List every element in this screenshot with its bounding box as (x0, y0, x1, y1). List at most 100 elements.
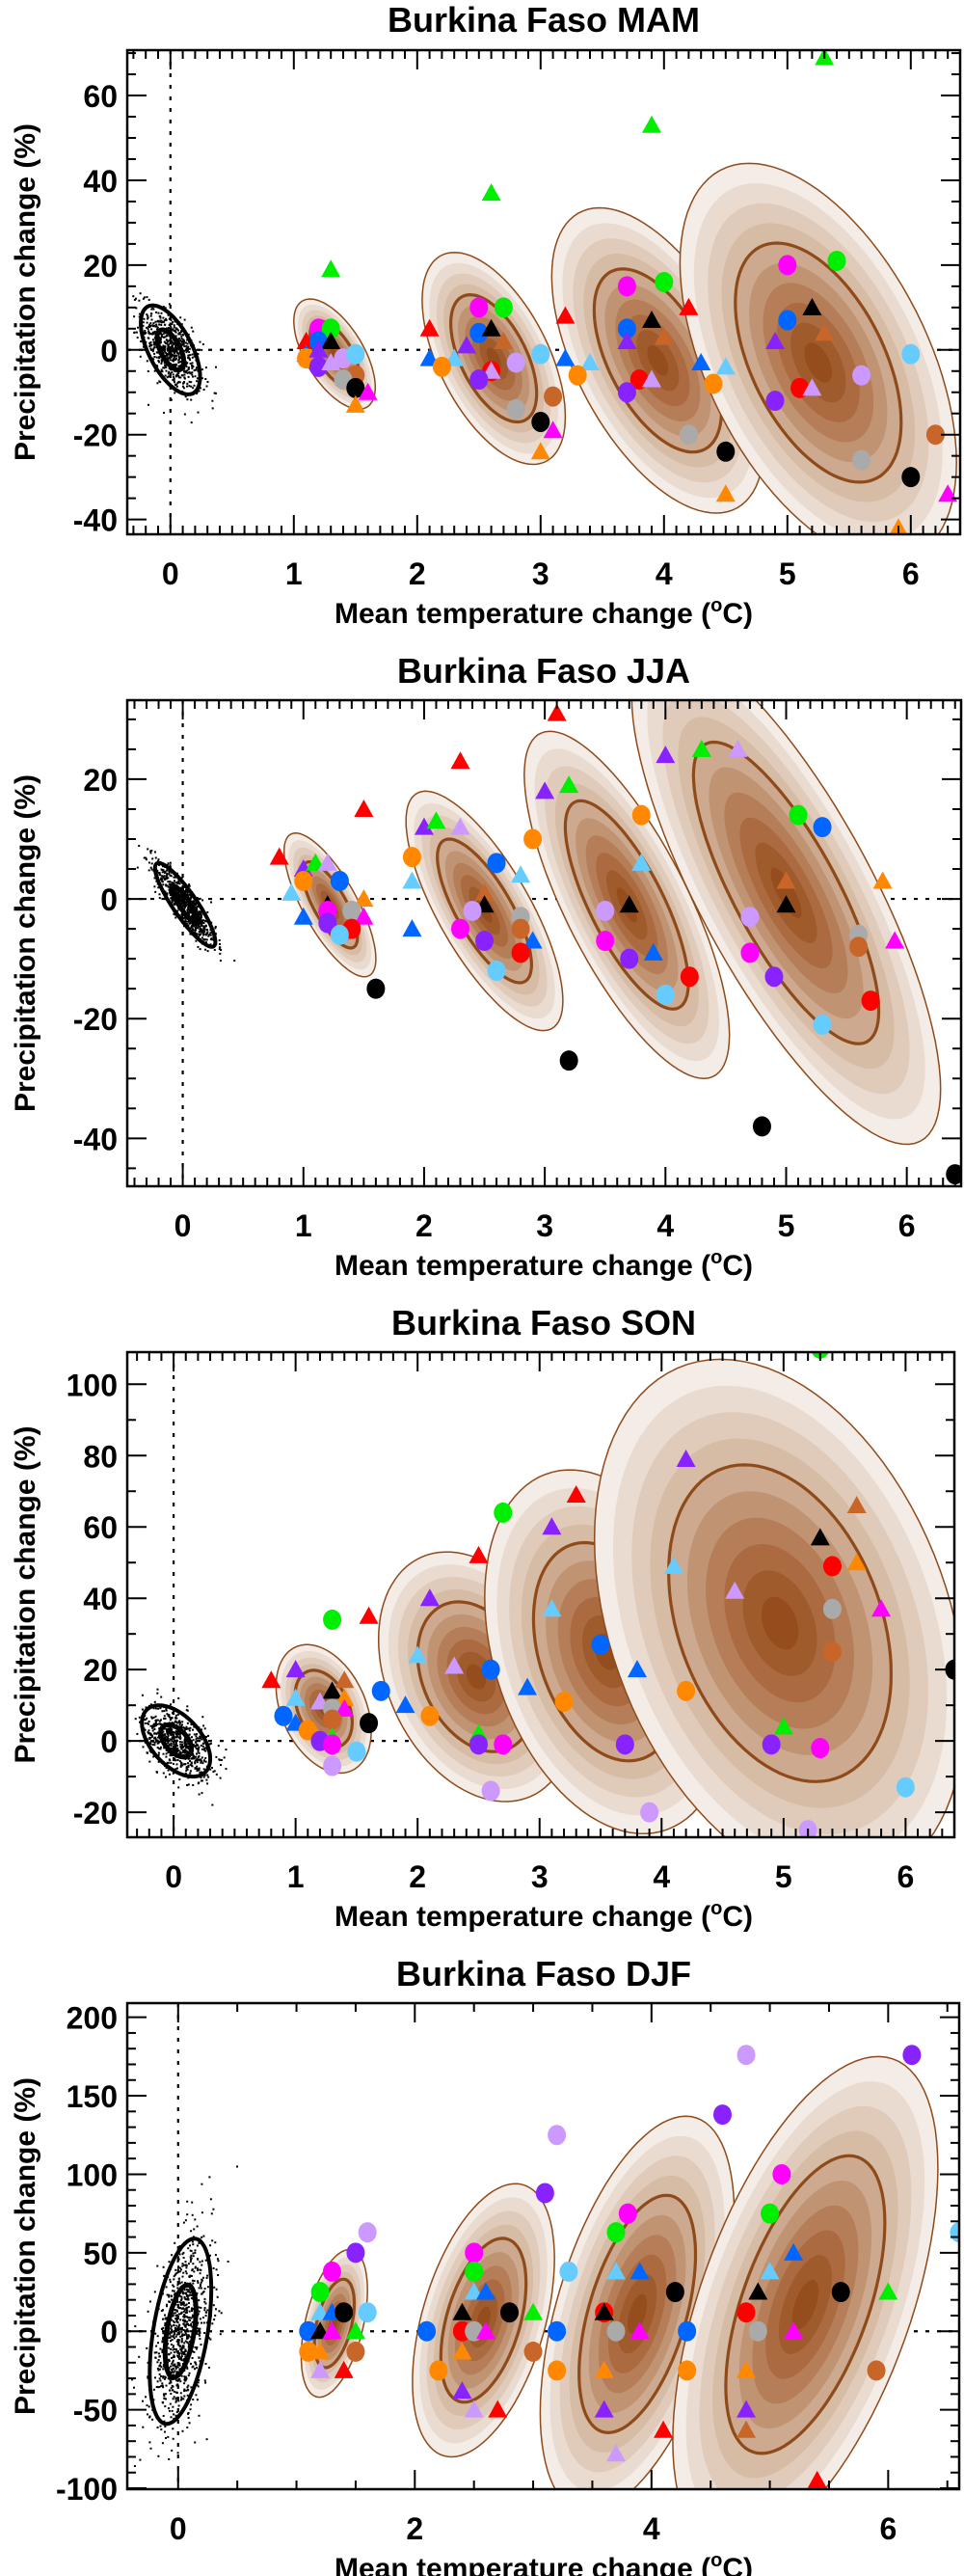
control-point (156, 382, 159, 385)
control-point (174, 880, 175, 882)
control-point (178, 2357, 180, 2360)
control-point (159, 1740, 162, 1743)
control-point (155, 1740, 158, 1743)
control-point (187, 2342, 190, 2345)
model-marker-triangle (419, 318, 440, 337)
control-point (201, 2183, 203, 2185)
model-marker-circle (762, 1734, 781, 1755)
control-point (185, 363, 188, 366)
model-marker-circle (867, 2360, 886, 2381)
control-point (183, 2388, 186, 2391)
control-point (202, 932, 205, 935)
control-point (174, 1757, 176, 1760)
control-point (148, 1760, 151, 1763)
control-point (186, 349, 189, 352)
control-point (195, 1747, 198, 1749)
control-point (170, 1743, 173, 1746)
control-point (199, 2285, 201, 2288)
control-point (189, 2274, 192, 2277)
control-point (175, 2333, 178, 2336)
control-point (201, 931, 203, 933)
control-point (164, 1733, 167, 1736)
y-tick-label: 20 (83, 1653, 118, 1688)
control-point (198, 1746, 201, 1749)
control-point (185, 2322, 188, 2325)
control-point (158, 873, 161, 876)
control-point (154, 856, 157, 859)
control-point (193, 1745, 196, 1748)
control-point (210, 2212, 213, 2215)
model-marker-circle (463, 900, 482, 921)
x-axis-label-unit: C) (722, 1250, 753, 1282)
control-point (196, 1748, 199, 1750)
control-point (186, 2335, 188, 2338)
control-point (168, 2360, 171, 2362)
control-point (175, 1748, 178, 1750)
control-point (163, 348, 166, 351)
plot-frame (125, 1350, 956, 1839)
control-point (181, 340, 184, 342)
control-point (179, 1735, 182, 1738)
control-point (162, 2265, 165, 2268)
control-point (169, 2300, 172, 2303)
control-point (182, 2329, 185, 2331)
control-point (157, 2342, 159, 2345)
control-point (157, 1736, 160, 1739)
control-contour-outer (147, 2237, 214, 2427)
chart-title: Burkina Faso DJF (396, 1954, 691, 1993)
control-point (187, 2412, 189, 2415)
model-marker-circle (548, 2125, 567, 2146)
model-marker-triangle (543, 420, 563, 439)
control-point (168, 347, 171, 350)
model-marker-triangle (871, 1599, 892, 1617)
control-point (176, 1732, 179, 1735)
control-point (203, 1727, 206, 1730)
control-point (213, 2286, 216, 2289)
model-marker-triangle (444, 1656, 465, 1674)
model-marker-triangle (408, 1645, 428, 1664)
control-point (194, 928, 197, 930)
model-marker-triangle (450, 817, 470, 835)
control-point (182, 1749, 185, 1752)
model-marker-triangle (642, 369, 661, 388)
control-point (188, 2335, 191, 2338)
control-point (178, 2352, 180, 2355)
control-point (173, 355, 175, 358)
control-point (166, 892, 169, 895)
control-point (171, 344, 174, 347)
control-point (147, 328, 149, 330)
control-point (219, 2333, 222, 2336)
control-point (173, 2312, 175, 2315)
control-point (161, 897, 164, 900)
control-point (143, 296, 146, 299)
control-point (196, 908, 199, 910)
control-point (182, 2221, 185, 2224)
ellipse-contour (577, 2193, 698, 2435)
control-point (197, 2385, 200, 2388)
control-point (203, 1759, 205, 1762)
control-point (149, 314, 152, 317)
model-marker-circle (548, 2360, 567, 2381)
control-point (148, 1732, 151, 1735)
control-point (131, 2378, 134, 2381)
control-point (205, 1778, 208, 1781)
control-point (174, 1714, 177, 1717)
control-point (149, 1703, 152, 1706)
y-tick-label: 40 (83, 1582, 118, 1616)
control-point (195, 1738, 198, 1741)
control-point (184, 2304, 187, 2307)
control-point (179, 2356, 182, 2359)
control-point (163, 2393, 165, 2396)
model-marker-circle (778, 255, 797, 276)
control-point (165, 317, 168, 320)
control-point (175, 2317, 178, 2319)
control-point (181, 2263, 184, 2265)
x-axis-label-text: Mean temperature change ( (335, 2553, 710, 2576)
control-point (186, 2200, 189, 2203)
control-point (185, 2298, 187, 2301)
control-point (184, 2325, 187, 2328)
control-point (202, 928, 205, 931)
control-point (211, 938, 214, 941)
control-point (146, 2346, 148, 2349)
control-point (154, 851, 156, 854)
